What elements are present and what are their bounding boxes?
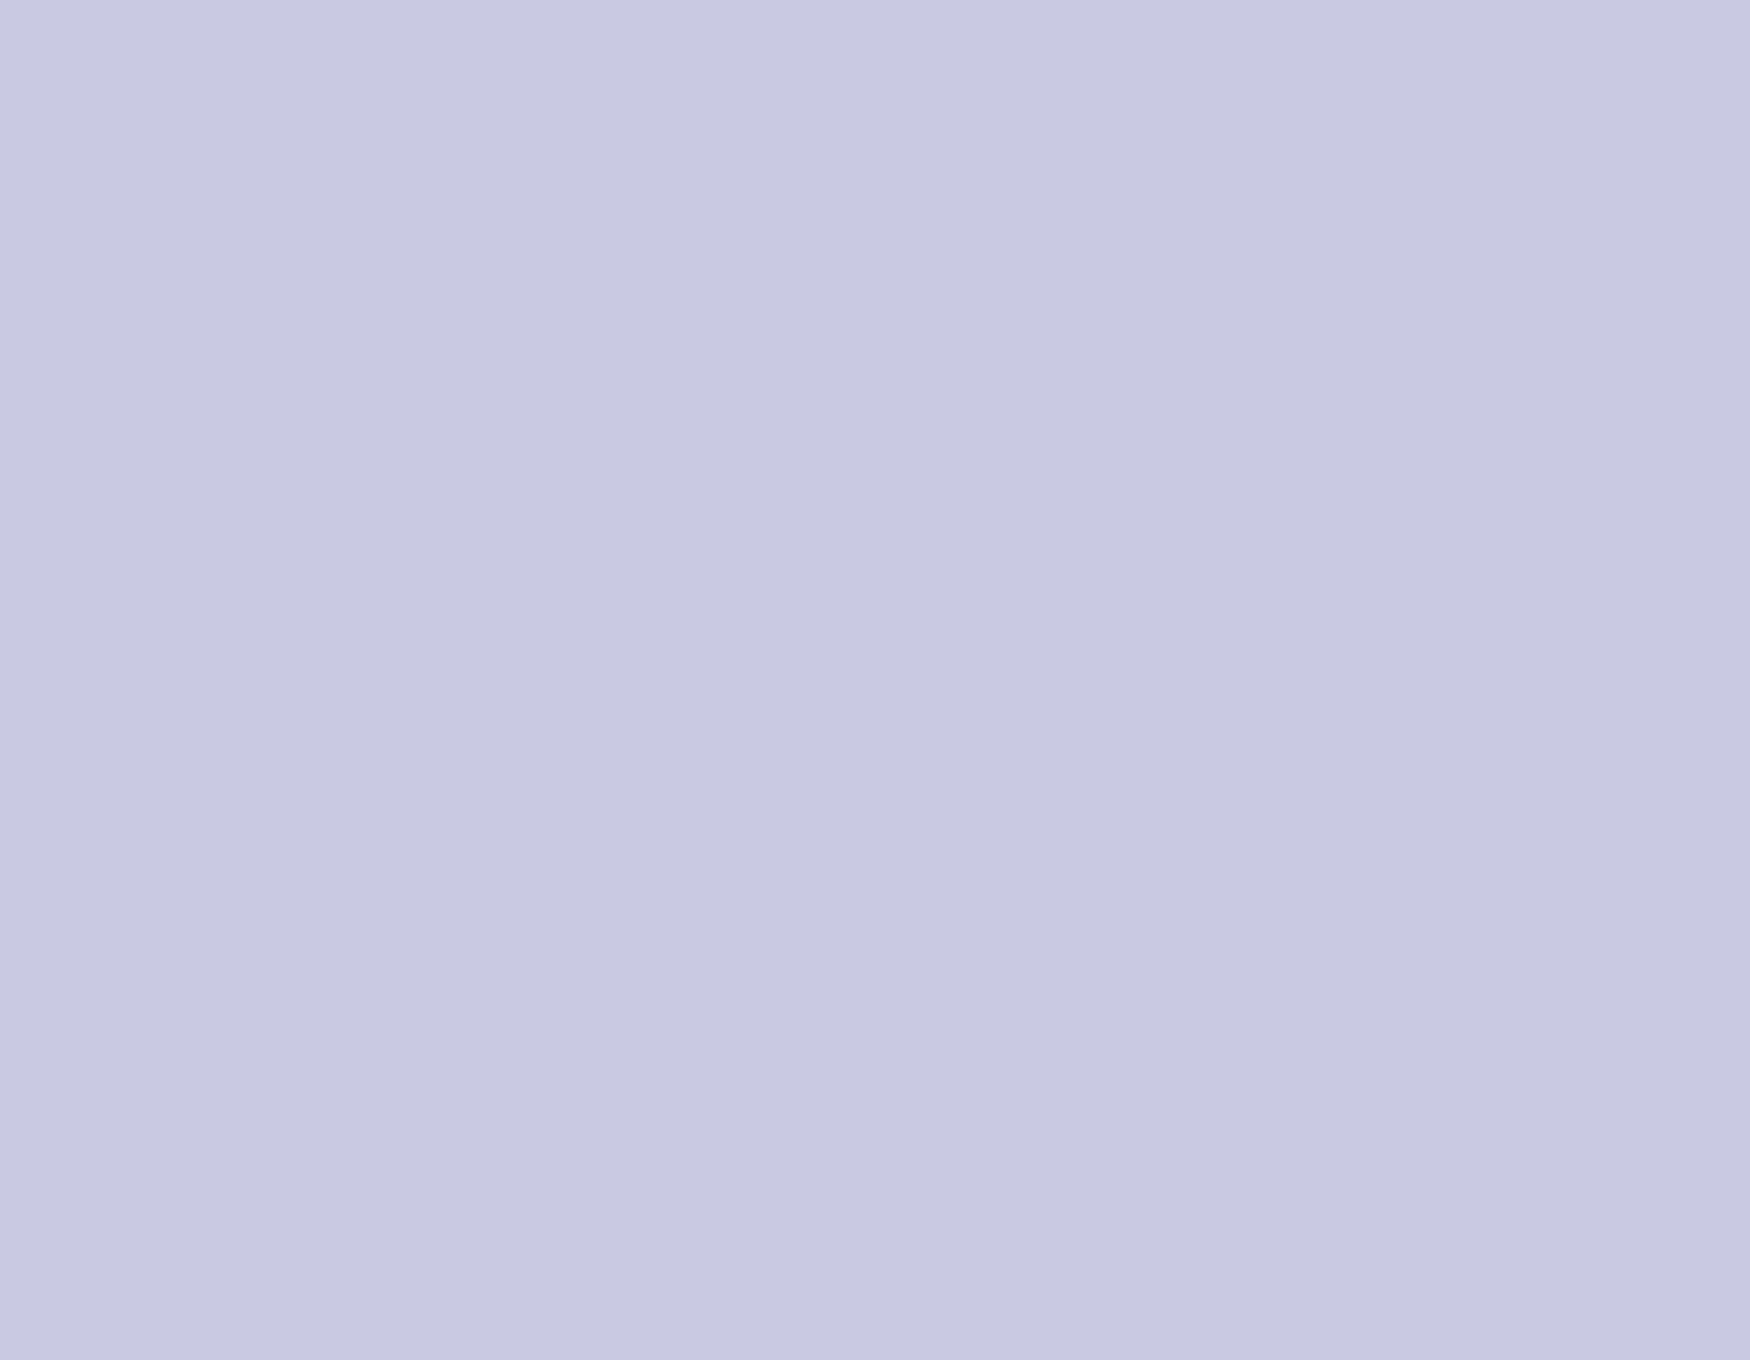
enrichment-map-figure: [0, 0, 1750, 1360]
network-canvas: [0, 0, 1750, 1360]
